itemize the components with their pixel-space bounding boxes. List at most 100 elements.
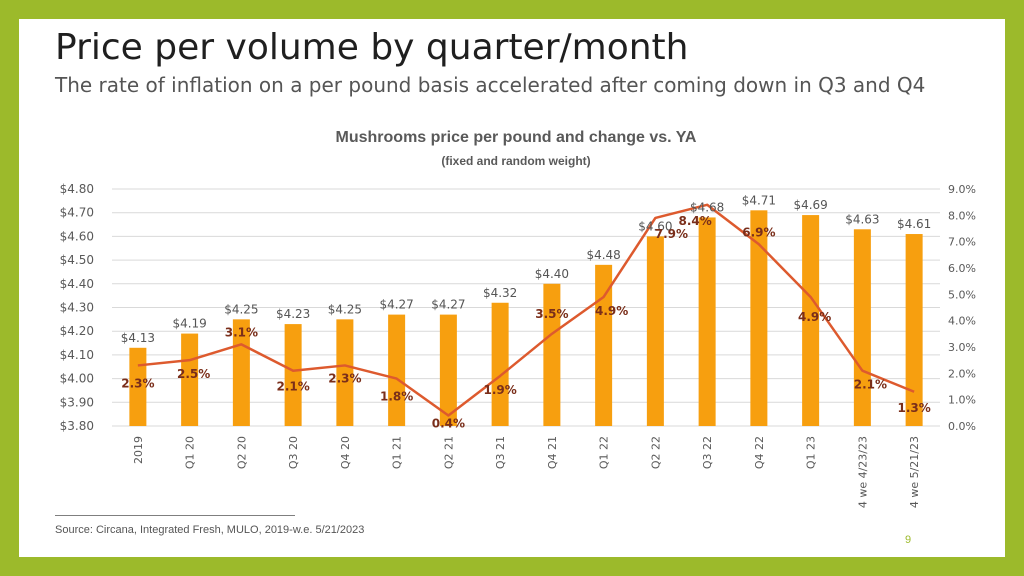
price-bars — [129, 210, 923, 426]
price-label: $4.40 — [535, 267, 569, 281]
price-label: $4.60 — [638, 219, 672, 233]
change-label: 4.9% — [798, 310, 831, 324]
price-bar — [595, 264, 613, 426]
change-label: 3.1% — [225, 325, 258, 339]
price-label: $4.71 — [742, 193, 776, 207]
price-label: $4.19 — [172, 317, 206, 331]
left-axis-tick-label: $4.50 — [60, 253, 94, 267]
category-label: 4 we 4/23/23 — [856, 436, 869, 508]
price-label: $4.27 — [379, 298, 413, 312]
right-axis-tick-label: 2.0% — [948, 367, 976, 380]
price-label: $4.48 — [586, 248, 620, 262]
price-label: $4.13 — [121, 331, 155, 345]
change-label: 2.3% — [328, 371, 361, 385]
price-label: $4.32 — [483, 286, 517, 300]
change-label: 8.4% — [678, 214, 711, 228]
change-label: 2.1% — [854, 378, 887, 392]
left-axis-tick-label: $4.10 — [60, 348, 94, 362]
price-label: $4.69 — [793, 198, 827, 212]
price-bar — [750, 210, 768, 426]
left-axis-tick-label: $4.20 — [60, 324, 94, 338]
category-label: Q4 21 — [546, 436, 559, 469]
source-divider — [55, 515, 295, 516]
left-axis-tick-label: $4.60 — [60, 229, 94, 243]
category-label: 2019 — [132, 436, 145, 464]
price-bar — [543, 283, 561, 426]
category-label: Q4 20 — [339, 436, 352, 469]
category-label: Q2 21 — [442, 436, 455, 469]
change-label: 2.1% — [276, 380, 309, 394]
change-label: 4.9% — [595, 304, 628, 318]
change-label: 7.9% — [655, 227, 688, 241]
price-bar — [491, 302, 509, 426]
price-bar — [802, 215, 820, 426]
price-label: $4.25 — [328, 302, 362, 316]
change-label: 1.3% — [897, 401, 930, 415]
left-axis-tick-label: $4.70 — [60, 206, 94, 220]
slide-title: Price per volume by quarter/month — [55, 27, 689, 68]
category-label: Q3 20 — [287, 436, 300, 469]
right-axis-tick-label: 5.0% — [948, 288, 976, 301]
slide: Price per volume by quarter/month The ra… — [19, 19, 1005, 557]
change-label: 1.8% — [380, 390, 413, 404]
chart-subtitle: (fixed and random weight) — [441, 154, 590, 168]
price-bar — [905, 234, 923, 426]
price-bar — [853, 229, 871, 426]
right-axis: 9.0% 8.0% 7.0% 6.0% 5.0% 4.0% 3.0% 2.0% 1.0% 0.0% — [948, 183, 976, 433]
right-axis-tick-label: 0.0% — [948, 420, 976, 433]
change-label: 3.5% — [535, 307, 568, 321]
data-labels: $4.13 $4.19 $4.25 $4.23 $4.25 $4.27 $4.27 $4.32… — [121, 193, 932, 430]
price-label: $4.63 — [845, 212, 879, 226]
gridlines — [112, 188, 940, 427]
slide-subtitle: The rate of inflation on a per pound bas… — [55, 73, 926, 97]
left-axis-tick-label: $4.30 — [60, 301, 94, 315]
right-axis-tick-label: 6.0% — [948, 262, 976, 275]
change-label: 2.5% — [177, 367, 210, 381]
change-label: 1.9% — [483, 383, 516, 397]
price-label: $4.61 — [897, 217, 931, 231]
price-bar — [129, 347, 147, 426]
right-axis-tick-label: 3.0% — [948, 341, 976, 354]
price-bar — [181, 333, 199, 426]
category-label: Q1 21 — [391, 436, 404, 469]
right-axis-tick-label: 4.0% — [948, 315, 976, 328]
left-axis-tick-label: $3.80 — [60, 419, 94, 433]
price-label: $4.68 — [690, 200, 724, 214]
change-label: 6.9% — [742, 225, 775, 239]
category-label: Q3 22 — [701, 436, 714, 469]
category-label: Q2 22 — [649, 436, 662, 469]
category-label: Q3 21 — [494, 436, 507, 469]
price-label: $4.23 — [276, 307, 310, 321]
right-axis-tick-label: 1.0% — [948, 394, 976, 407]
left-axis-tick-label: $4.00 — [60, 372, 94, 386]
category-label: Q1 20 — [184, 436, 197, 469]
change-line-path — [137, 203, 915, 417]
category-label: Q2 20 — [235, 436, 248, 469]
price-bar — [388, 314, 406, 426]
price-bar — [439, 314, 457, 426]
category-label: Q1 22 — [598, 436, 611, 469]
left-axis-tick-label: $4.80 — [60, 182, 94, 196]
chart-title: Mushrooms price per pound and change vs.… — [336, 129, 697, 146]
left-axis-tick-label: $4.40 — [60, 277, 94, 291]
x-axis-labels: 2019 Q1 20 Q2 20 Q3 20 Q4 20 Q1 21 Q2 21 Q3 21 Q… — [132, 436, 921, 508]
price-bar — [336, 319, 354, 426]
source-note: Source: Circana, Integrated Fresh, MULO,… — [55, 524, 365, 536]
right-axis-tick-label: 7.0% — [948, 236, 976, 249]
category-label: Q1 23 — [805, 436, 818, 469]
change-label: 0.4% — [432, 416, 465, 430]
price-bar — [646, 236, 664, 426]
left-axis-tick-label: $3.90 — [60, 395, 94, 409]
page-number: 9 — [905, 534, 912, 546]
left-axis: $4.80 $4.70 $4.60 $4.50 $4.40 $4.30 $4.20 $4.10… — [60, 182, 94, 433]
price-label: $4.27 — [431, 298, 465, 312]
category-label: 4 we 5/21/23 — [908, 436, 921, 508]
right-axis-tick-label: 8.0% — [948, 209, 976, 222]
change-label: 2.3% — [121, 376, 154, 390]
category-label: Q4 22 — [753, 436, 766, 469]
change-line — [137, 203, 915, 417]
right-axis-tick-label: 9.0% — [948, 183, 976, 196]
price-bar — [284, 324, 302, 426]
price-bar — [698, 217, 716, 426]
